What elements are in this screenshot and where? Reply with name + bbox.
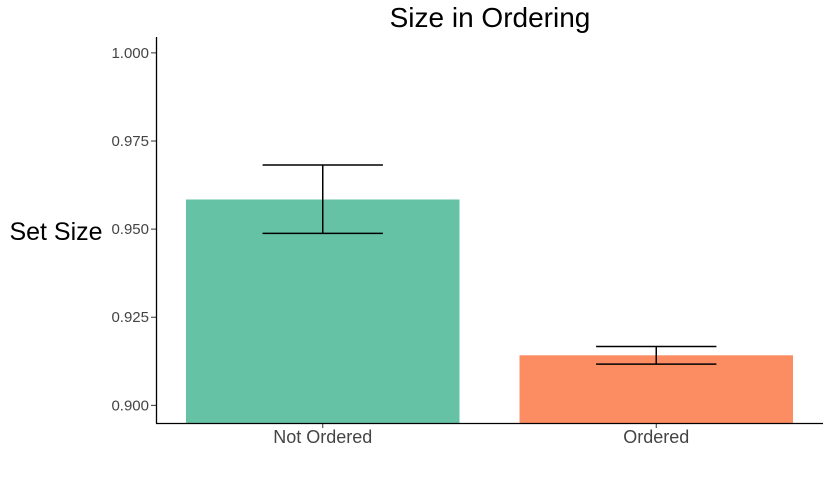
error-bar-0 — [262, 164, 383, 235]
y-tick-label: 0.925 — [111, 309, 149, 326]
x-tick-label: Not Ordered — [273, 427, 372, 447]
x-ticks-layer: Not Ordered Ordered — [273, 423, 689, 447]
y-ticks-layer: 0.900 0.925 0.950 0.975 1.000 — [111, 45, 156, 414]
chart-title: Size in Ordering — [390, 2, 591, 33]
y-tick-label: 1.000 — [111, 45, 149, 62]
y-tick-label: 0.900 — [111, 397, 149, 414]
error-bars-layer — [262, 164, 717, 365]
y-tick-label: 0.950 — [111, 221, 149, 238]
error-bar-1 — [596, 345, 717, 365]
y-tick-label: 0.975 — [111, 133, 149, 150]
bar-0 — [186, 199, 460, 423]
bar-1 — [519, 355, 793, 423]
x-tick-label: Ordered — [623, 427, 689, 447]
bars-layer — [186, 199, 793, 423]
y-axis-label: Set Size — [9, 218, 102, 246]
